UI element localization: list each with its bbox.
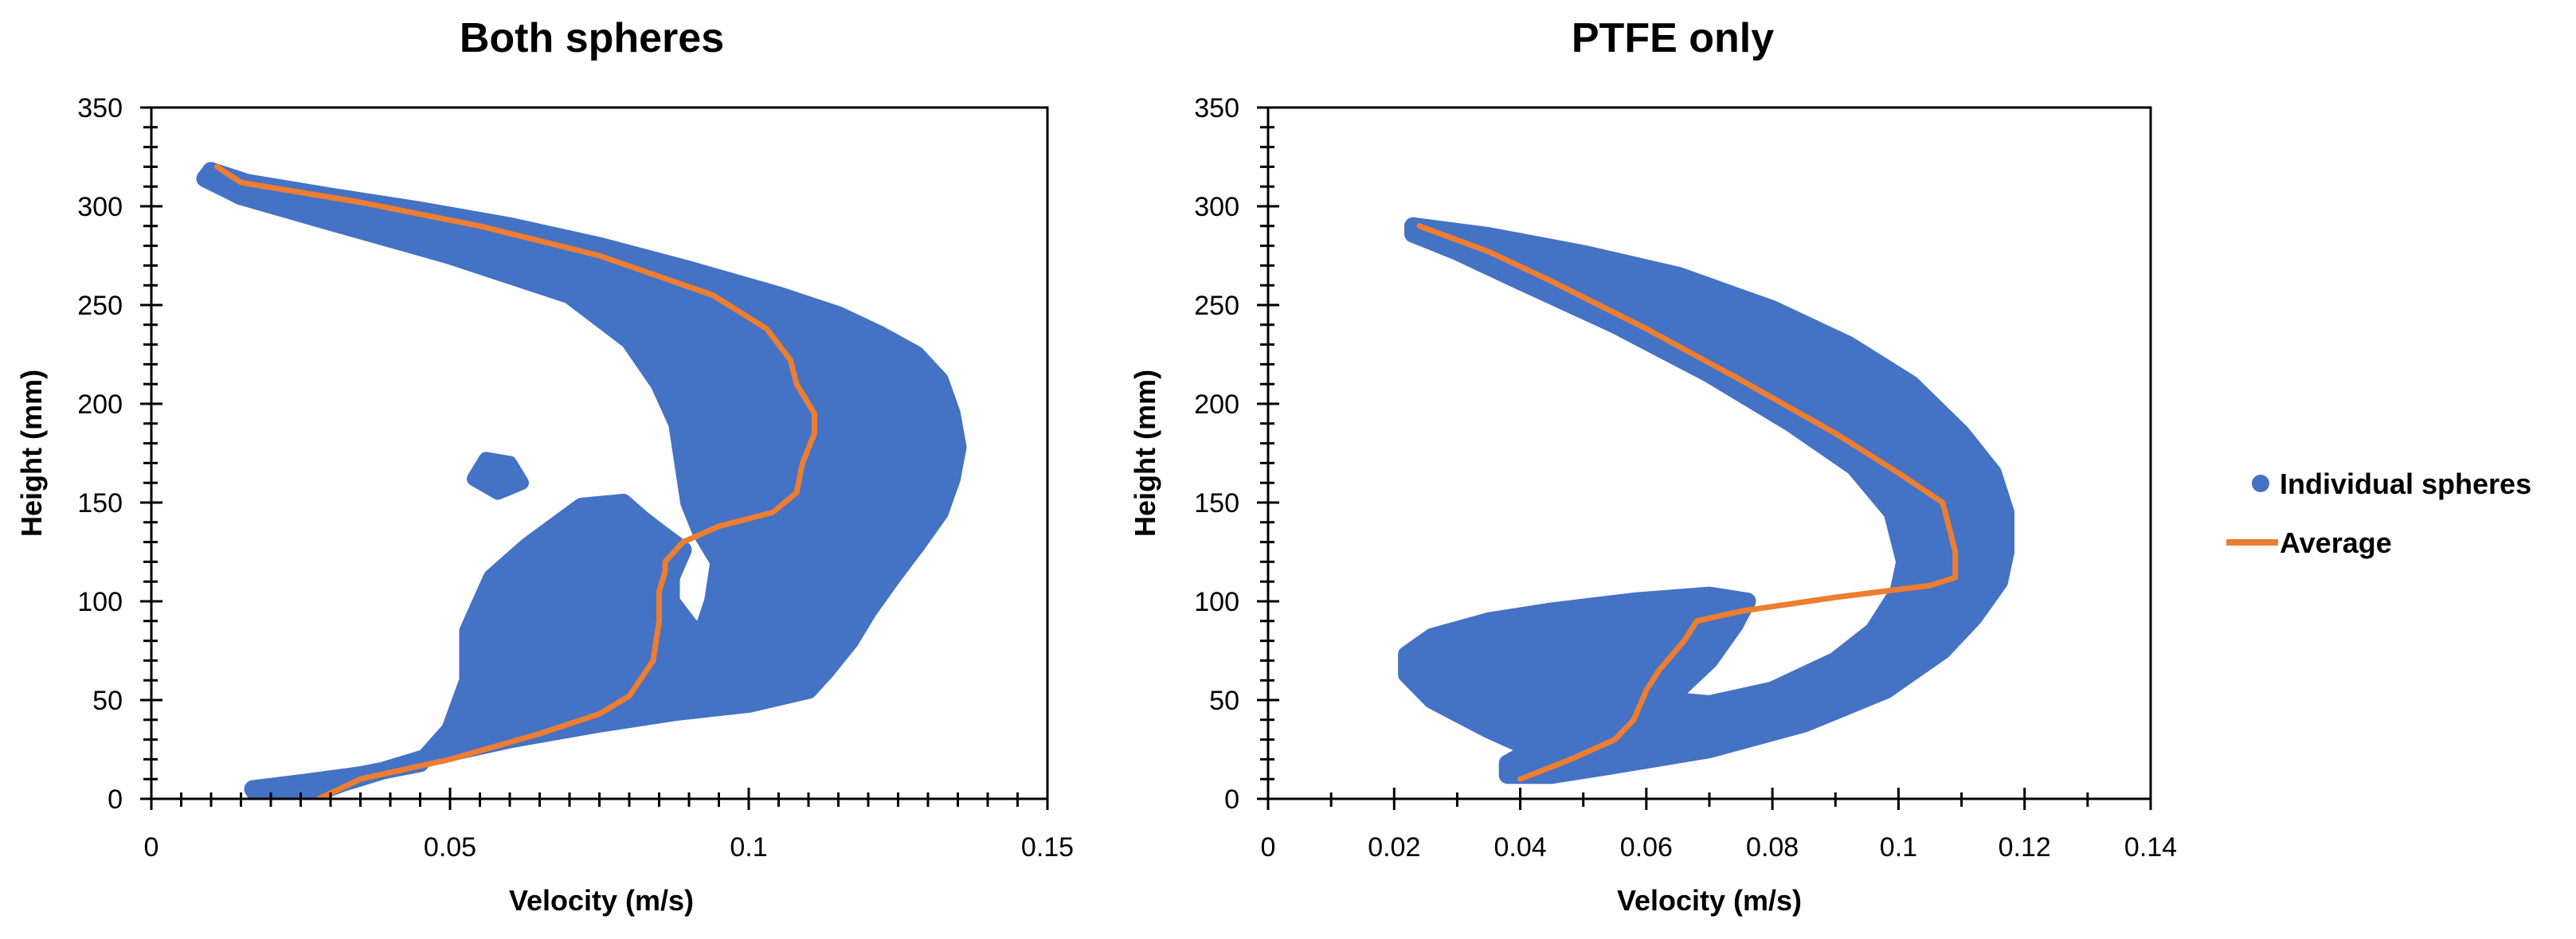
y-axis-label: Height (mm) — [15, 370, 48, 537]
x-tick-label: 0.12 — [1999, 832, 2051, 863]
series-average-line — [1416, 223, 1959, 782]
x-tick-label: 0.15 — [1021, 832, 1074, 863]
x-axis-label: Velocity (m/s) — [1617, 884, 1802, 917]
x-tick-label: 0.08 — [1746, 832, 1799, 863]
plot-area — [196, 162, 967, 799]
x-tick-label: 0.04 — [1494, 832, 1546, 863]
series-individual-spheres — [196, 162, 967, 799]
y-ticks: 0 50 100 150 200 250 300 350 — [77, 93, 162, 815]
plot-area — [1398, 217, 2014, 784]
x-ticks: 0 0.05 0.1 0.15 — [144, 788, 1074, 863]
x-tick-label: 0.1 — [730, 832, 767, 863]
y-tick-label: 100 — [77, 587, 123, 617]
legend-label-individual-spheres: Individual spheres — [2280, 468, 2531, 500]
x-tick-label: 0.05 — [424, 832, 476, 863]
y-tick-label: 150 — [77, 488, 123, 518]
y-tick-label: 300 — [1194, 192, 1239, 222]
legend: Individual spheres Average — [2226, 468, 2531, 559]
y-tick-label: 50 — [1209, 686, 1239, 716]
y-tick-label: 300 — [77, 192, 123, 222]
scatter-cloud — [196, 162, 967, 799]
y-axis-label: Height (mm) — [1129, 370, 1161, 537]
x-tick-label: 0.14 — [2124, 832, 2177, 863]
y-tick-label: 100 — [1194, 587, 1239, 617]
y-tick-label: 250 — [1194, 291, 1239, 321]
chart-title: PTFE only — [1572, 15, 1774, 61]
y-tick-label: 200 — [1194, 389, 1239, 420]
y-tick-label: 350 — [1194, 93, 1239, 123]
x-ticks: 0 0.02 0.04 0.06 0.08 0.1 0.12 0.14 — [1261, 788, 2177, 863]
y-ticks: 0 50 100 150 200 250 300 350 — [1194, 93, 1279, 815]
x-tick-label: 0 — [144, 832, 159, 863]
y-tick-label: 50 — [92, 686, 123, 716]
y-tick-label: 0 — [108, 784, 123, 815]
y-tick-label: 250 — [77, 291, 123, 321]
x-tick-label: 0.02 — [1368, 832, 1420, 863]
scatter-cloud-island — [467, 452, 529, 500]
y-tick-label: 200 — [77, 389, 123, 420]
legend-label-average: Average — [2280, 526, 2392, 559]
y-tick-label: 150 — [1194, 488, 1239, 518]
series-individual-spheres — [1398, 217, 2014, 784]
legend-marker-icon — [2252, 475, 2269, 492]
x-tick-label: 0.06 — [1620, 832, 1673, 863]
x-axis-label: Velocity (m/s) — [509, 884, 694, 917]
chart-ptfe-only: PTFE only 0 50 100 150 200 250 300 350 0 0.02 0.0… — [1129, 15, 2177, 917]
x-tick-label: 0 — [1261, 832, 1276, 863]
y-tick-label: 350 — [77, 93, 123, 123]
x-tick-label: 0.1 — [1880, 832, 1917, 863]
series-average-line — [214, 163, 817, 799]
y-tick-label: 0 — [1224, 784, 1239, 815]
scatter-point — [1404, 217, 1423, 235]
chart-both-spheres: Both spheres 0 50 100 150 200 250 300 350 0 0.05… — [15, 15, 1074, 917]
scatter-cloud — [1398, 217, 2014, 784]
chart-title: Both spheres — [460, 15, 724, 61]
